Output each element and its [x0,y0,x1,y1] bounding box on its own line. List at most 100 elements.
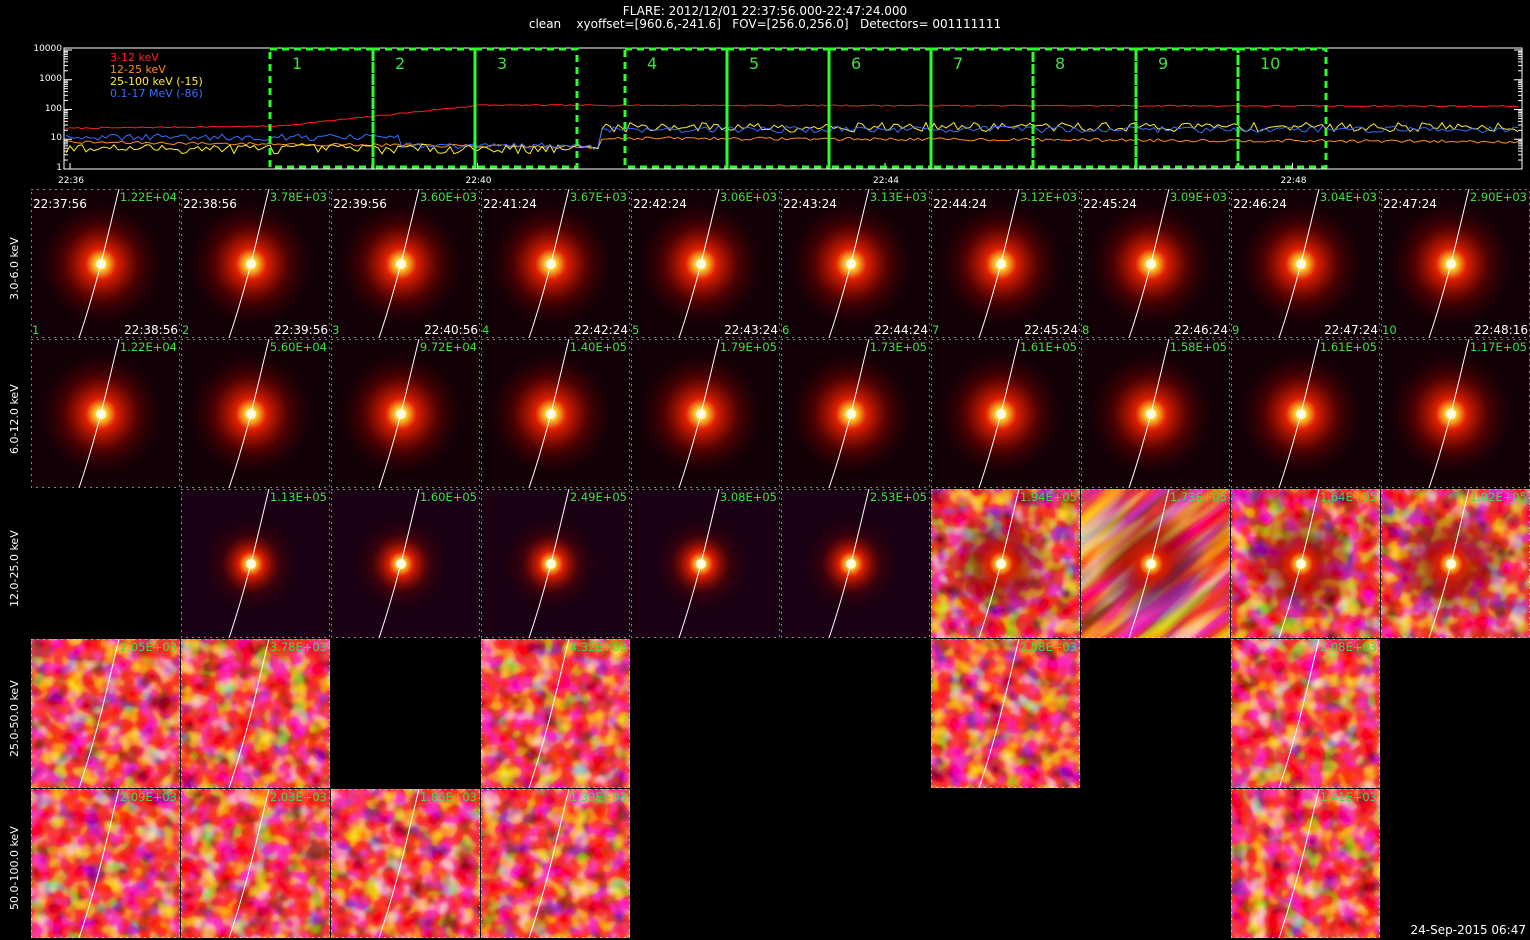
image-panel: 3.08E+05 [631,489,780,638]
noise-texture [181,789,330,938]
panel-index: 2 [182,323,190,337]
panel-frame [781,189,930,338]
panel-frame [331,189,480,338]
x-tick-label: 22:36 [58,176,84,186]
solar-limb [78,789,120,938]
panel-max-value: 2.58E+03 [1019,640,1077,654]
panel-image [331,189,480,338]
panel-end-time: 22:40:56 [424,323,478,337]
interval-box [1236,47,1328,169]
panel-max-value: 1.61E+05 [1019,340,1077,354]
series-line [65,121,1519,155]
panel-frame [481,489,630,638]
panel-end-time: 22:44:24 [874,323,928,337]
image-panel: 2.09E+03 [31,789,180,938]
interval-label: 9 [1158,54,1169,73]
panel-start-time: 22:43:24 [783,197,837,211]
panel-image [331,339,480,488]
row-energy-label: 12.0-25.0 keV [8,530,21,607]
panel-image [1081,489,1230,638]
panel-max-value: 2.05E+03 [119,640,177,654]
image-panel: 1.58E+05 [1081,339,1230,488]
panel-image [1231,339,1380,488]
interval-label: 4 [647,54,658,73]
image-panel: 1.61E+05 [1231,339,1380,488]
panel-max-value: 1.94E+05 [1019,490,1077,504]
interval-label: 6 [851,54,862,73]
panel-max-value: 3.04E+03 [1319,190,1377,204]
panel-end-time: 22:48:16 [1474,323,1528,337]
panel-index: 9 [1232,323,1240,337]
panel-image [1381,189,1530,338]
image-panel: 1.02E+05 [1381,489,1530,638]
panel-frame [1081,489,1230,638]
panel-frame [31,189,180,338]
solar-limb [1428,189,1470,338]
panel-end-time: 22:38:56 [124,323,178,337]
image-panel: 3.60E+03 22:39:56 3 22:40:56 [331,189,480,338]
panel-max-value: 3.08E+05 [719,490,777,504]
panel-max-value: 2.53E+05 [869,490,927,504]
y-tick-label: 10 [50,133,62,144]
solar-limb [828,489,870,638]
solar-limb [78,639,120,788]
x-tick-label: 22:44 [873,176,899,186]
solar-limb [828,189,870,338]
row-energy-label: 50.0-100.0 keV [8,826,21,911]
solar-limb [678,489,720,638]
panel-max-value: 1.22E+04 [119,190,177,204]
panel-image [1231,489,1380,638]
image-panel: 1.22E+04 [31,339,180,488]
solar-limb [678,189,720,338]
panel-frame [1081,339,1230,488]
panel-max-value: 1.60E+05 [419,490,477,504]
image-panel: 3.67E+03 22:41:24 4 22:42:24 [481,189,630,338]
panel-max-value: 1.58E+05 [1169,340,1227,354]
panel-image [1381,339,1530,488]
panel-max-value: 2.90E+03 [1469,190,1527,204]
solar-limb [528,339,570,488]
solar-limb [1278,639,1320,788]
interval-label: 7 [953,54,964,73]
image-panel: 1.86E+03 [331,789,480,938]
image-panel: 1.73E+05 [781,339,930,488]
panel-frame [31,339,180,488]
panel-image [931,489,1080,638]
panel-image [781,489,930,638]
panel-frame [931,189,1080,338]
solar-limb [528,639,570,788]
solar-limb [528,789,570,938]
panel-end-time: 22:45:24 [1024,323,1078,337]
solar-limb [978,639,1020,788]
interval-label: 1 [292,54,303,73]
panel-end-time: 22:43:24 [724,323,778,337]
panel-frame [931,339,1080,488]
panel-frame [331,789,480,938]
legend-entry: 12-25 keV [110,63,166,76]
panel-frame [181,189,330,338]
panel-image [31,789,180,938]
solar-limb [228,189,270,338]
panel-frame [931,489,1080,638]
image-panel: 1.79E+05 [631,339,780,488]
panel-frame [181,639,330,788]
interval-label: 8 [1055,54,1066,73]
panel-max-value: 1.73E+05 [1169,490,1227,504]
panel-image [181,489,330,638]
panel-image [1081,339,1230,488]
interval-box [929,47,1035,169]
interval-box [725,47,831,169]
panel-max-value: 1.86E+03 [419,790,477,804]
solar-limb [228,639,270,788]
panel-frame [481,339,630,488]
panel-max-value: 1.61E+05 [1319,340,1377,354]
image-panel: 3.06E+03 22:42:24 5 22:43:24 [631,189,780,338]
solar-limb [978,339,1020,488]
panel-image [331,489,480,638]
image-panel: 2.58E+03 [931,639,1080,788]
panel-max-value: 2.49E+05 [569,490,627,504]
panel-image [1381,489,1530,638]
panel-max-value: 1.13E+05 [269,490,327,504]
x-tick-label: 22:48 [1280,176,1307,186]
series-line [65,125,1519,151]
